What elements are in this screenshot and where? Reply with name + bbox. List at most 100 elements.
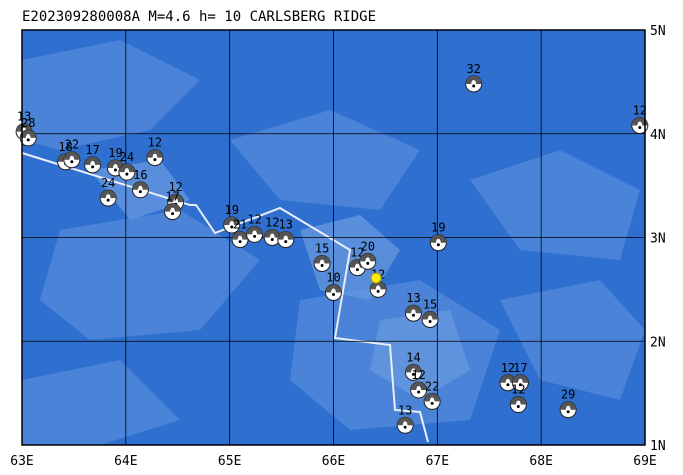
beachball-center (355, 268, 359, 272)
beachball-quadrant (277, 231, 294, 240)
beachball-quadrant (63, 151, 80, 160)
beachball-quadrant (510, 396, 527, 405)
beachball-quadrant (223, 217, 240, 226)
depth-label: 17 (85, 143, 99, 157)
depth-label: 32 (466, 62, 480, 76)
main-event (370, 272, 382, 284)
beachball-center (230, 225, 234, 229)
beachball-quadrant (499, 374, 516, 383)
focal-mechanism: 17 (164, 190, 182, 221)
depth-label: 10 (326, 270, 340, 284)
beachball-center (238, 240, 242, 244)
focal-mechanism: 20 (359, 239, 377, 270)
depth-label: 18 (58, 140, 72, 154)
beachball-quadrant (232, 231, 249, 240)
focal-mechanism: 13 (404, 291, 422, 322)
beachball-quadrant (246, 226, 263, 235)
focal-mechanism: 32 (465, 62, 483, 93)
beachball-center (411, 313, 415, 317)
focal-mechanism: 12 (246, 212, 264, 243)
depth-label: 13 (17, 110, 31, 124)
depth-label: 28 (21, 116, 35, 130)
focal-mechanism: 13 (277, 218, 295, 249)
beachball-quadrant (422, 311, 439, 320)
depth-label: 20 (361, 239, 375, 253)
depth-label: 13 (279, 218, 293, 232)
focal-mechanism: 21 (231, 218, 249, 249)
beachball-center (138, 190, 142, 194)
beachball-center (638, 125, 642, 129)
beachball-quadrant (84, 156, 101, 165)
beachball-center (472, 84, 476, 88)
beachball-quadrant (631, 117, 648, 126)
lon-label: 66E (322, 454, 345, 469)
beachball-center (270, 238, 274, 241)
lat-label: 2N (650, 335, 666, 350)
focal-mechanism: 24 (99, 176, 117, 207)
lon-label: 68E (529, 454, 552, 469)
beachball-center (516, 405, 520, 409)
focal-mechanism: 16 (131, 168, 149, 199)
depth-label: 22 (425, 379, 439, 393)
lon-label: 64E (114, 454, 137, 469)
focal-mechanism: 19 (429, 221, 447, 252)
depth-label: 12 (148, 136, 162, 150)
depth-label: 16 (133, 168, 147, 182)
beachball-quadrant (264, 229, 281, 238)
depth-label: 19 (431, 221, 445, 235)
lon-label: 67E (426, 454, 449, 469)
depth-label: 12 (501, 361, 515, 375)
focal-mechanism: 15 (421, 297, 439, 328)
beachball-quadrant (146, 149, 163, 158)
beachball-quadrant (465, 75, 482, 84)
beachball-center (284, 240, 288, 244)
beachball-quadrant (118, 164, 135, 173)
beachball-center (171, 212, 175, 216)
focal-mechanism: 10 (325, 270, 342, 301)
lat-label: 4N (650, 128, 666, 143)
depth-label: 12 (247, 212, 261, 226)
focal-mechanism: 17 (511, 361, 529, 392)
beachball-center (411, 372, 415, 376)
beachball-quadrant (430, 234, 447, 243)
beachball-center (417, 390, 421, 394)
depth-label: 13 (406, 291, 420, 305)
focal-mechanism: 22 (63, 138, 81, 169)
depth-label: 15 (423, 297, 437, 311)
beachball-quadrant (405, 364, 422, 373)
focal-mechanism: 28 (19, 116, 37, 147)
beachball-center (320, 263, 324, 267)
lon-label: 65E (218, 454, 241, 469)
beachball-quadrant (325, 284, 342, 293)
focal-mechanism: 12 (263, 216, 281, 246)
beachball-center (430, 401, 434, 405)
beachball-center (403, 425, 407, 429)
focal-mechanism: 12 (146, 136, 164, 167)
focal-mechanism: 19 (223, 203, 241, 234)
depth-label: 21 (233, 218, 247, 232)
beachball-quadrant (107, 159, 124, 168)
beachball-quadrant (359, 253, 376, 262)
beachball-quadrant (397, 417, 414, 426)
beachball-quadrant (164, 203, 181, 212)
bathymetry (22, 40, 645, 445)
focal-mechanism: 22 (423, 379, 441, 410)
beachball-quadrant (370, 281, 387, 290)
lat-label: 5N (650, 24, 666, 39)
depth-label: 17 (165, 190, 179, 204)
beachball-center (253, 234, 257, 238)
beachball-center (428, 319, 432, 323)
focal-mechanism: 19 (106, 146, 124, 177)
title: E202309280008A M=4.6 h= 10 CARLSBERG RID… (22, 9, 376, 25)
beachball-center (91, 165, 95, 169)
lat-label: 1N (650, 439, 666, 454)
lon-label: 63E (10, 454, 33, 469)
beachball-center (436, 243, 440, 247)
beachball-center (153, 158, 157, 162)
focal-mechanism: 17 (84, 143, 102, 174)
beachball-quadrant (560, 401, 577, 410)
depth-label: 24 (120, 150, 134, 164)
beachball-quadrant (424, 393, 441, 402)
